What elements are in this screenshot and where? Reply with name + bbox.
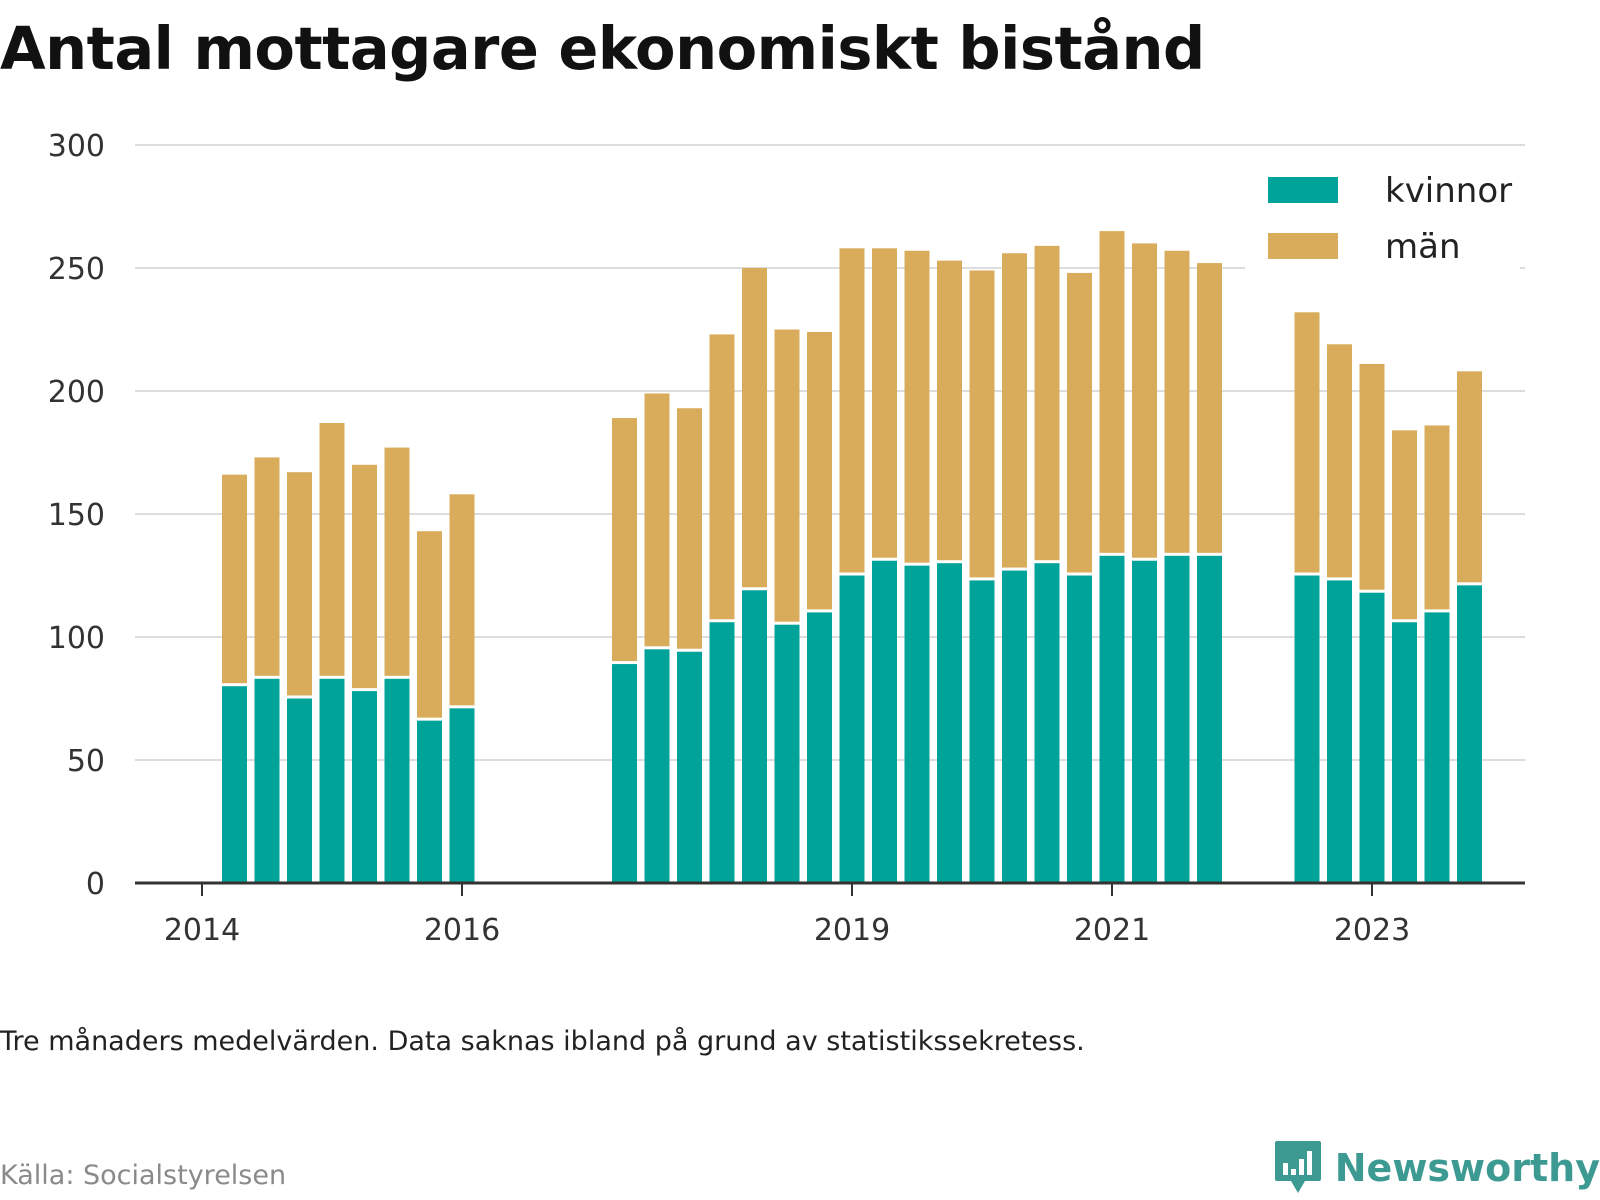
bar-man-20 bbox=[1002, 253, 1027, 568]
newsworthy-logo-icon bbox=[1274, 1141, 1321, 1193]
x-tick-label-2021: 2021 bbox=[1074, 913, 1150, 948]
bar-man-12 bbox=[742, 268, 767, 588]
legend-swatch-1 bbox=[1268, 233, 1338, 259]
legend-label-1: män bbox=[1385, 227, 1461, 267]
bar-kvinnor-32 bbox=[1457, 585, 1482, 883]
bar-man-22 bbox=[1067, 272, 1092, 573]
bar-kvinnor-18 bbox=[937, 563, 962, 883]
bar-kvinnor-22 bbox=[1067, 575, 1092, 883]
bar-kvinnor-4 bbox=[352, 691, 377, 883]
bar-kvinnor-29 bbox=[1359, 592, 1385, 883]
bar-kvinnor-9 bbox=[644, 649, 670, 883]
legend-label-0: kvinnor bbox=[1385, 171, 1512, 211]
chart-note: Tre månaders medelvärden. Data saknas ib… bbox=[0, 1026, 1085, 1057]
bar-kvinnor-19 bbox=[969, 580, 995, 883]
bar-man-9 bbox=[644, 393, 670, 647]
bar-kvinnor-7 bbox=[449, 708, 475, 883]
bar-man-32 bbox=[1457, 371, 1482, 583]
bar-kvinnor-24 bbox=[1132, 560, 1157, 883]
bar-man-11 bbox=[709, 334, 735, 620]
bar-man-15 bbox=[839, 248, 865, 573]
y-tick-label-300: 300 bbox=[48, 129, 105, 164]
bar-kvinnor-3 bbox=[319, 678, 345, 883]
bar-man-10 bbox=[677, 408, 702, 649]
bar-kvinnor-31 bbox=[1424, 612, 1450, 883]
source-credit: Källa: Socialstyrelsen bbox=[0, 1160, 287, 1191]
bar-man-23 bbox=[1099, 231, 1125, 553]
bar-kvinnor-27 bbox=[1294, 575, 1320, 883]
bar-man-17 bbox=[904, 250, 930, 563]
bar-man-19 bbox=[969, 270, 995, 578]
bar-man-25 bbox=[1164, 250, 1190, 553]
bar-kvinnor-8 bbox=[612, 664, 637, 883]
bar-kvinnor-13 bbox=[774, 624, 800, 883]
bar-man-4 bbox=[352, 464, 377, 689]
bar-kvinnor-2 bbox=[287, 698, 312, 883]
bar-man-26 bbox=[1197, 263, 1222, 553]
bar-man-21 bbox=[1034, 245, 1060, 561]
bar-kvinnor-15 bbox=[839, 575, 865, 883]
bar-kvinnor-11 bbox=[709, 622, 735, 883]
bar-man-2 bbox=[287, 472, 312, 696]
axes: 0 50 100 150 200 250 300 2014 2016 2019 2021 2023 bbox=[48, 129, 1525, 948]
bar-kvinnor-5 bbox=[384, 678, 410, 883]
bar-man-27 bbox=[1294, 312, 1320, 573]
bar-man-16 bbox=[872, 248, 897, 558]
x-tick-label-2023: 2023 bbox=[1334, 913, 1410, 948]
chart-title: Antal mottagare ekonomiskt bistånd bbox=[0, 14, 1205, 83]
bar-man-29 bbox=[1359, 363, 1385, 590]
bar-kvinnor-25 bbox=[1164, 555, 1190, 883]
bar-kvinnor-17 bbox=[904, 565, 930, 883]
bar-man-6 bbox=[417, 531, 442, 718]
bar-man-13 bbox=[774, 329, 800, 622]
x-tick-label-2014: 2014 bbox=[164, 913, 240, 948]
brand-name: Newsworthy bbox=[1334, 1146, 1600, 1190]
bar-kvinnor-21 bbox=[1034, 563, 1060, 883]
y-tick-label-100: 100 bbox=[48, 621, 105, 656]
legend: kvinnor män bbox=[1245, 162, 1520, 274]
bar-man-1 bbox=[254, 457, 280, 676]
y-tick-label-0: 0 bbox=[86, 867, 105, 902]
y-tick-label-200: 200 bbox=[48, 375, 105, 410]
bar-kvinnor-20 bbox=[1002, 570, 1027, 883]
bar-kvinnor-1 bbox=[254, 678, 280, 883]
bar-kvinnor-26 bbox=[1197, 555, 1222, 883]
x-tick-label-2016: 2016 bbox=[424, 913, 500, 948]
bar-man-30 bbox=[1392, 430, 1417, 620]
bar-kvinnor-28 bbox=[1327, 580, 1352, 883]
bar-kvinnor-16 bbox=[872, 560, 897, 883]
bar-kvinnor-14 bbox=[807, 612, 832, 883]
bar-man-7 bbox=[449, 494, 475, 706]
x-tick-label-2019: 2019 bbox=[814, 913, 890, 948]
bar-kvinnor-10 bbox=[677, 651, 702, 883]
bar-man-8 bbox=[612, 418, 637, 662]
y-tick-label-150: 150 bbox=[48, 498, 105, 533]
y-tick-label-50: 50 bbox=[67, 744, 105, 779]
bar-man-3 bbox=[319, 422, 345, 676]
bar-man-0 bbox=[222, 474, 247, 684]
bar-kvinnor-0 bbox=[222, 686, 247, 883]
stacked-bar-chart: 0 50 100 150 200 250 300 2014 2016 2019 2021 2023 k… bbox=[48, 129, 1525, 948]
y-tick-label-250: 250 bbox=[48, 252, 105, 287]
bar-man-24 bbox=[1132, 243, 1157, 558]
bar-kvinnor-6 bbox=[417, 720, 442, 883]
bar-man-31 bbox=[1424, 425, 1450, 610]
bar-man-28 bbox=[1327, 344, 1352, 578]
newsworthy-logo[interactable]: Newsworthy bbox=[1273, 1140, 1600, 1196]
bar-man-14 bbox=[807, 331, 832, 610]
bar-kvinnor-23 bbox=[1099, 555, 1125, 883]
bar-man-18 bbox=[937, 260, 962, 561]
bar-man-5 bbox=[384, 447, 410, 676]
bar-kvinnor-12 bbox=[742, 590, 767, 883]
legend-swatch-0 bbox=[1268, 177, 1338, 203]
bars bbox=[222, 231, 1482, 883]
bar-kvinnor-30 bbox=[1392, 622, 1417, 883]
